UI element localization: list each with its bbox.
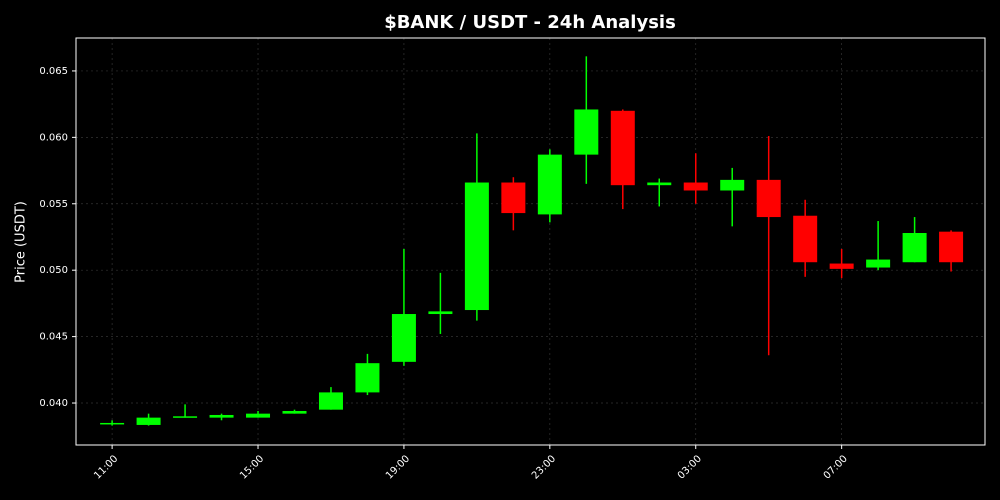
candle-body	[756, 179, 781, 218]
y-tick-label: 0.050	[39, 265, 68, 276]
candle-body	[902, 232, 927, 263]
candle-body	[464, 182, 489, 311]
candle-body	[939, 231, 964, 263]
y-tick-label: 0.045	[39, 332, 68, 343]
y-tick-label: 0.065	[39, 66, 68, 77]
candle-body	[720, 179, 745, 191]
y-tick-label: 0.055	[39, 199, 68, 210]
candle-body	[355, 363, 380, 393]
candle-body	[391, 314, 416, 362]
y-axis-label: Price (USDT)	[14, 201, 29, 283]
candle-body	[501, 182, 526, 214]
candle-body	[246, 413, 271, 418]
chart-title: $BANK / USDT - 24h Analysis	[384, 12, 676, 33]
plot-frame	[75, 37, 986, 446]
candle-body	[282, 410, 307, 414]
candle-body	[136, 417, 161, 425]
candle-body	[647, 182, 672, 186]
candle-body	[209, 414, 234, 418]
candle-body	[866, 259, 891, 268]
y-tick-label: 0.060	[39, 132, 68, 143]
candle-body	[829, 263, 854, 269]
candle-body	[318, 392, 343, 410]
candle-body	[173, 416, 198, 418]
candle-body	[683, 182, 708, 191]
candle-body	[428, 311, 453, 315]
y-tick-label: 0.040	[39, 398, 68, 409]
candle-body	[793, 215, 818, 263]
candle-body	[100, 422, 125, 425]
candle-body	[537, 154, 562, 215]
candle-body	[610, 110, 635, 186]
candle-body	[574, 109, 599, 155]
